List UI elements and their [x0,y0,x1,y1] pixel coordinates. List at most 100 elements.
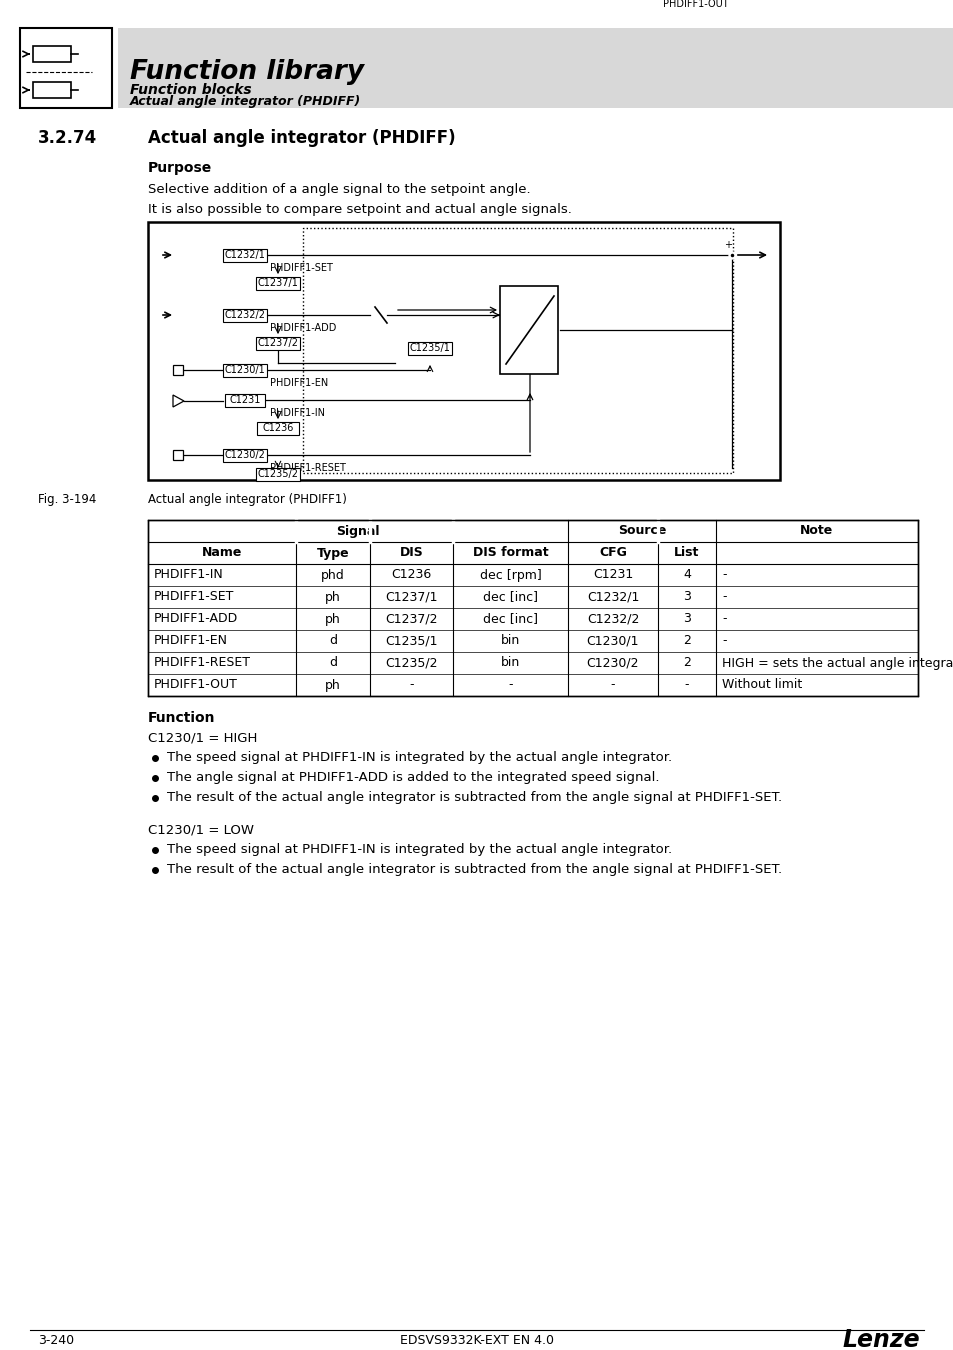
Text: PHDIFF1-OUT: PHDIFF1-OUT [662,0,728,9]
Text: C1232/2: C1232/2 [586,613,639,625]
Bar [118,28,953,108]
Polygon shape [172,396,184,406]
Text: Fig. 3-194: Fig. 3-194 [38,494,96,506]
Text: dec [rpm]: dec [rpm] [479,568,540,582]
Text: dec [inc]: dec [inc] [482,613,537,625]
Text: PHDIFF1-RESET: PHDIFF1-RESET [270,463,346,472]
Bar [20,28,112,108]
Text: HIGH = sets the actual angle integrator = 0: HIGH = sets the actual angle integrator … [721,656,953,670]
Text: dec [inc]: dec [inc] [482,590,537,603]
Text: C1230/2: C1230/2 [224,450,265,460]
Text: ph: ph [325,613,340,625]
Text: Name: Name [202,547,242,559]
Bar [172,450,183,460]
Text: Selective addition of a angle signal to the setpoint angle.: Selective addition of a angle signal to … [148,184,530,197]
Bar [408,342,452,355]
Text: 3: 3 [682,613,690,625]
Text: 3-240: 3-240 [38,1334,74,1346]
Text: C1237/2: C1237/2 [385,613,437,625]
Text: C1232/1: C1232/1 [224,250,265,261]
Text: Function: Function [148,711,215,725]
Bar [499,286,558,374]
Text: C1232/1: C1232/1 [586,590,639,603]
Bar [223,248,267,262]
Text: PHDIFF1-EN: PHDIFF1-EN [270,378,328,387]
Text: DIS: DIS [399,547,423,559]
Text: Lenze: Lenze [841,1328,919,1350]
Bar [255,467,299,481]
Text: C1235/2: C1235/2 [257,468,298,479]
Text: -: - [721,634,726,648]
Text: C1230/1: C1230/1 [586,634,639,648]
Text: bin: bin [500,656,519,670]
Text: d: d [329,634,336,648]
Text: PHDIFF1-EN: PHDIFF1-EN [153,634,228,648]
Text: PHDIFF1-SET: PHDIFF1-SET [270,263,333,273]
Text: C1235/2: C1235/2 [385,656,437,670]
Text: The result of the actual angle integrator is subtracted from the angle signal at: The result of the actual angle integrato… [167,864,781,876]
Text: -: - [721,613,726,625]
Text: EDSVS9332K-EXT EN 4.0: EDSVS9332K-EXT EN 4.0 [399,1334,554,1346]
Text: Source: Source [618,525,665,537]
Text: -: - [684,679,688,691]
Text: Actual angle integrator (PHDIFF): Actual angle integrator (PHDIFF) [148,130,456,147]
Text: PHDIFF1-IN: PHDIFF1-IN [153,568,224,582]
Text: C1230/1: C1230/1 [224,364,265,375]
Text: C1231: C1231 [592,568,633,582]
Text: -: - [721,568,726,582]
Text: phd: phd [321,568,345,582]
Text: 2: 2 [682,656,690,670]
Text: -: - [721,590,726,603]
Text: 3: 3 [682,590,690,603]
Text: C1231: C1231 [229,396,260,405]
Text: C1237/2: C1237/2 [257,338,298,348]
Text: Function library: Function library [130,59,364,85]
Bar [33,46,71,62]
Text: List: List [674,547,699,559]
Text: PHDIFF1-IN: PHDIFF1-IN [270,408,325,418]
Text: C1230/2: C1230/2 [586,656,639,670]
Bar [223,309,267,321]
Text: 3.2.74: 3.2.74 [38,130,97,147]
Text: C1236: C1236 [391,568,431,582]
Text: +: + [723,240,731,250]
Bar [303,228,732,472]
Text: C1232/2: C1232/2 [224,310,265,320]
Bar [148,520,917,697]
Bar [223,363,267,377]
Bar [148,221,780,481]
Text: 2: 2 [682,634,690,648]
Text: The speed signal at PHDIFF1-IN is integrated by the actual angle integrator.: The speed signal at PHDIFF1-IN is integr… [167,844,672,856]
Text: bin: bin [500,634,519,648]
Text: -: - [409,679,414,691]
Text: C1237/1: C1237/1 [257,278,298,288]
Text: -: - [508,679,512,691]
Text: Signal: Signal [335,525,379,537]
Text: Actual angle integrator (PHDIFF1): Actual angle integrator (PHDIFF1) [148,494,347,506]
Bar [256,421,298,435]
Text: Without limit: Without limit [721,679,801,691]
Text: Type: Type [316,547,349,559]
Text: C1230/1 = LOW: C1230/1 = LOW [148,824,253,837]
Bar [255,336,299,350]
Text: Actual angle integrator (PHDIFF): Actual angle integrator (PHDIFF) [130,95,361,108]
Bar [223,448,267,462]
Text: PHDIFF1-ADD: PHDIFF1-ADD [270,323,336,333]
Text: -: - [610,679,615,691]
Text: It is also possible to compare setpoint and actual angle signals.: It is also possible to compare setpoint … [148,204,571,216]
Text: DIS format: DIS format [472,547,548,559]
Text: C1235/1: C1235/1 [409,343,450,352]
Text: PHDIFF1-RESET: PHDIFF1-RESET [153,656,251,670]
Text: C1236: C1236 [262,423,294,433]
Text: Purpose: Purpose [148,161,212,176]
Text: 4: 4 [682,568,690,582]
Text: ph: ph [325,590,340,603]
Text: Function blocks: Function blocks [130,82,252,97]
Text: The result of the actual angle integrator is subtracted from the angle signal at: The result of the actual angle integrato… [167,791,781,805]
Text: The angle signal at PHDIFF1-ADD is added to the integrated speed signal.: The angle signal at PHDIFF1-ADD is added… [167,771,659,784]
Bar [225,393,265,406]
Text: PHDIFF1-SET: PHDIFF1-SET [153,590,234,603]
Text: ph: ph [325,679,340,691]
Text: PHDIFF1-ADD: PHDIFF1-ADD [153,613,238,625]
Text: Note: Note [800,525,833,537]
